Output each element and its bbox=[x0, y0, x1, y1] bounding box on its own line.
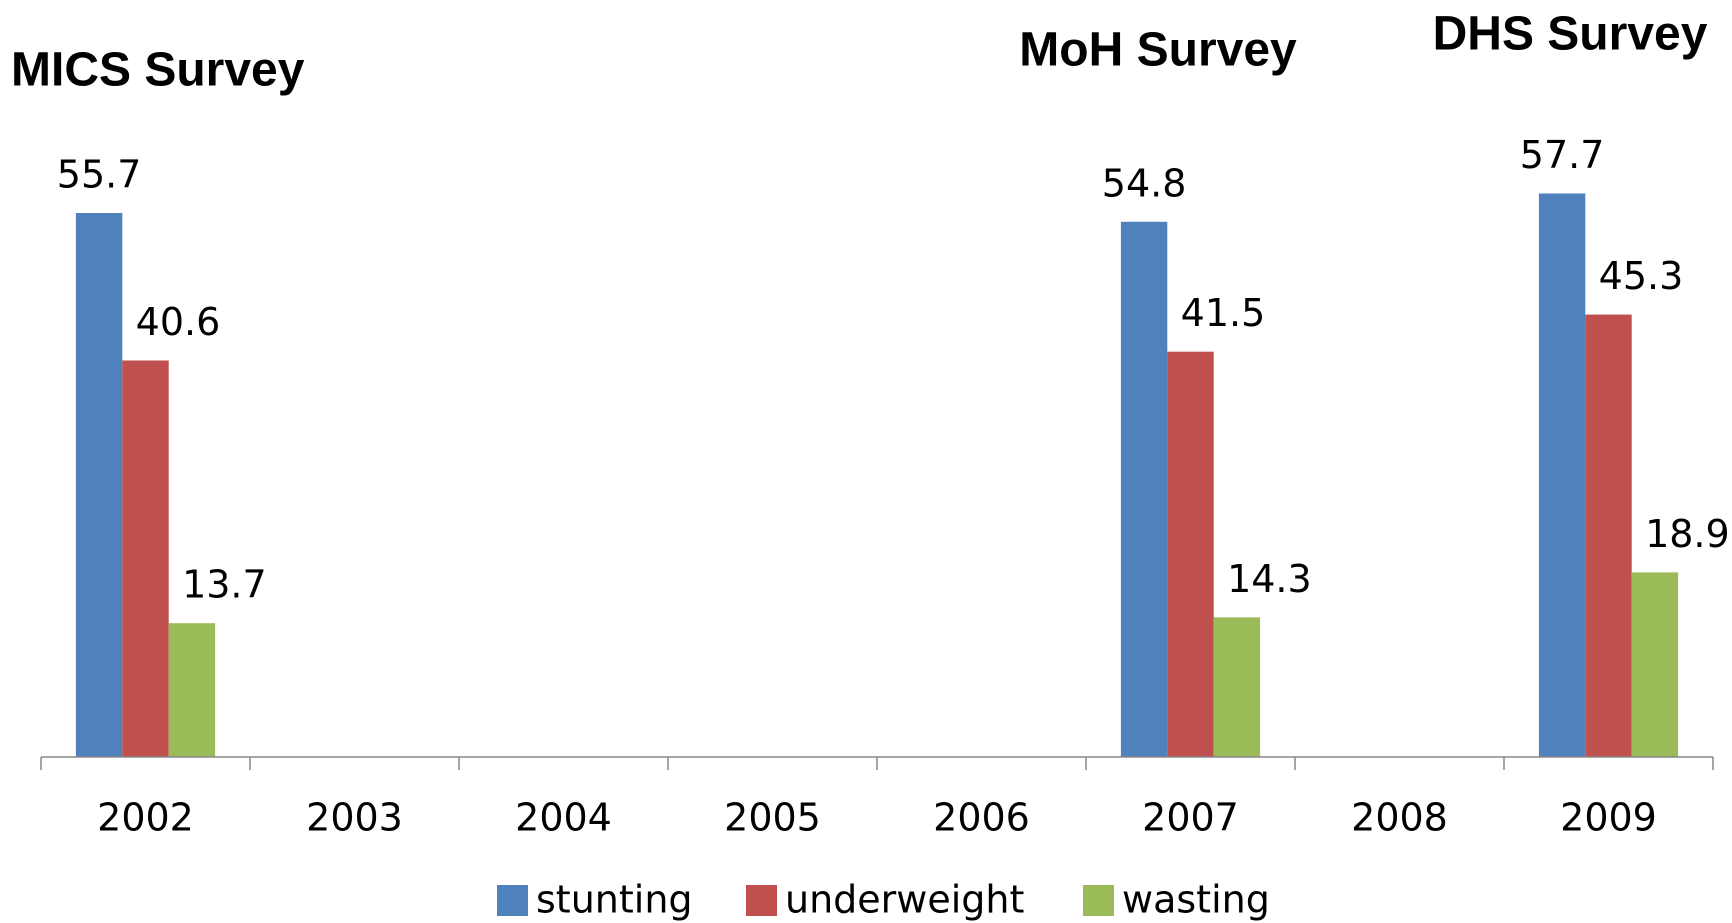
value-label: 55.7 bbox=[57, 152, 142, 196]
bar bbox=[1167, 351, 1214, 757]
value-label: 13.7 bbox=[182, 563, 267, 607]
bar bbox=[1631, 572, 1679, 757]
value-label: 41.5 bbox=[1181, 291, 1266, 335]
x-tick-label: 2003 bbox=[306, 796, 403, 840]
legend-label: stunting bbox=[536, 878, 693, 922]
x-tick-label: 2005 bbox=[724, 796, 821, 840]
x-tick-label: 2009 bbox=[1560, 796, 1657, 840]
legend-swatch bbox=[746, 885, 777, 916]
bar bbox=[168, 623, 216, 757]
legend-swatch bbox=[1083, 885, 1114, 916]
bar bbox=[122, 360, 169, 757]
value-label: 57.7 bbox=[1520, 133, 1605, 177]
bar bbox=[1538, 193, 1586, 758]
legend-label: underweight bbox=[785, 878, 1024, 922]
x-tick-label: 2007 bbox=[1142, 796, 1239, 840]
value-label: 14.3 bbox=[1227, 557, 1312, 601]
legend-label: wasting bbox=[1122, 878, 1270, 922]
annotation: MICS Survey bbox=[11, 44, 305, 97]
value-label: 18.9 bbox=[1645, 512, 1730, 556]
legend-swatch bbox=[497, 885, 528, 916]
annotation: MoH Survey bbox=[1019, 24, 1297, 77]
x-tick-label: 2006 bbox=[933, 796, 1030, 840]
value-label: 45.3 bbox=[1599, 254, 1684, 298]
bar bbox=[75, 212, 123, 757]
value-label: 54.8 bbox=[1102, 161, 1187, 205]
annotation: DHS Survey bbox=[1433, 8, 1708, 61]
bar bbox=[1120, 221, 1168, 757]
bar bbox=[1585, 314, 1632, 757]
x-tick-label: 2002 bbox=[97, 796, 194, 840]
value-label: 40.6 bbox=[136, 300, 221, 344]
bar bbox=[1213, 617, 1261, 757]
x-tick-label: 2008 bbox=[1351, 796, 1448, 840]
x-tick-label: 2004 bbox=[515, 796, 612, 840]
